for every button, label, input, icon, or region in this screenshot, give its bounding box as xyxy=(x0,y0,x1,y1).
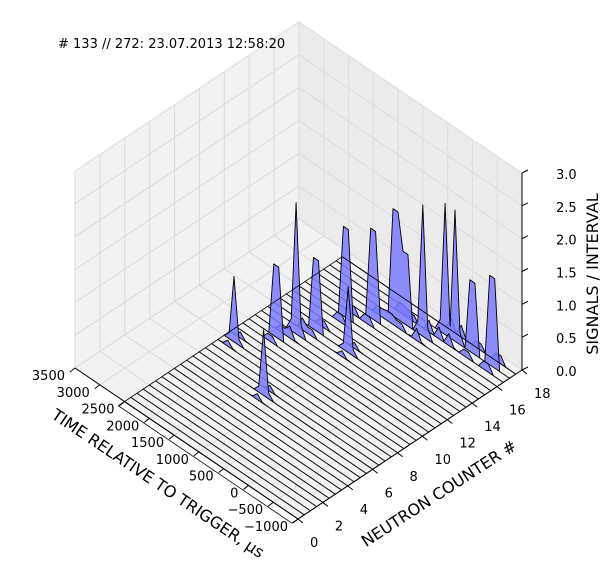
x-tick-label: 3000 xyxy=(57,386,90,401)
y-tick-mark xyxy=(447,419,453,425)
surface-ribbon xyxy=(180,363,355,483)
surface-ribbon xyxy=(292,289,467,408)
surface-ribbon xyxy=(223,275,399,454)
surface-ribbon xyxy=(229,330,405,450)
z-tick-mark xyxy=(521,169,529,174)
surface-ribbon xyxy=(211,343,386,462)
surface-ribbon xyxy=(136,392,311,512)
surface-ribbon xyxy=(192,355,367,474)
surface-ribbon xyxy=(323,204,498,388)
z-tick-mark xyxy=(521,235,529,240)
x-tick-mark xyxy=(168,434,175,440)
y-axis-line xyxy=(297,369,523,520)
x-axis-line xyxy=(74,367,299,520)
y-tick-mark xyxy=(422,435,428,441)
y-tick-label: 8 xyxy=(410,470,418,485)
x-tick-label: 1000 xyxy=(156,453,189,468)
surface-ribbon xyxy=(204,347,380,466)
y-tick-mark xyxy=(521,369,528,375)
z-grid-line xyxy=(74,152,523,305)
surface-ribbon xyxy=(248,263,423,437)
z-grid-line xyxy=(74,87,523,240)
z-tick-mark xyxy=(521,202,529,207)
y-tick-label: 6 xyxy=(385,486,393,501)
surface-ribbon xyxy=(130,396,305,516)
z-tick-label: 2.0 xyxy=(556,234,577,249)
surface-ribbon xyxy=(167,372,343,491)
surface-ribbon xyxy=(161,376,336,495)
x-tick-mark xyxy=(144,417,150,423)
z-tick-label: 3.0 xyxy=(556,168,577,183)
x-tick-label: 2500 xyxy=(81,403,114,418)
surface-ribbon xyxy=(298,225,473,404)
surface-ribbon xyxy=(173,367,349,487)
y-tick-label: 10 xyxy=(434,453,451,468)
z-tick-label: 0.5 xyxy=(556,332,577,347)
surface-ribbon xyxy=(186,359,361,479)
surface-ribbon xyxy=(242,322,417,441)
x-tick-label: −1000 xyxy=(244,520,288,535)
z-tick-label: 1.0 xyxy=(556,299,577,314)
y-tick-mark xyxy=(397,452,403,458)
z-tick-mark xyxy=(521,333,529,338)
y-tick-label: 14 xyxy=(484,420,501,435)
z-tick-label: 2.5 xyxy=(556,201,577,216)
z-grid-line xyxy=(74,21,523,174)
y-tick-mark xyxy=(322,502,329,507)
y-tick-mark xyxy=(496,386,503,391)
surface-ribbon xyxy=(198,329,374,470)
surface-ribbon xyxy=(260,202,436,429)
x-tick-mark xyxy=(119,401,125,406)
x-tick-mark xyxy=(193,451,200,457)
surface-ribbon xyxy=(254,314,430,433)
z-grid-line xyxy=(74,119,523,272)
y-tick-mark xyxy=(297,518,304,524)
z-tick-label: 0.0 xyxy=(556,365,577,380)
y-tick-mark xyxy=(372,468,378,474)
x-tick-label: 500 xyxy=(189,470,214,485)
surface-ribbon xyxy=(155,380,330,499)
z-tick-mark xyxy=(521,300,529,305)
y-tick-mark xyxy=(471,402,478,408)
x-tick-label: −500 xyxy=(228,503,264,518)
x-tick-mark xyxy=(267,501,274,507)
y-tick-label: 16 xyxy=(509,404,526,419)
z-axis-label: SIGNALS / INTERVAL xyxy=(583,193,602,355)
x-tick-label: 1500 xyxy=(131,436,164,451)
y-tick-mark xyxy=(347,485,354,491)
z-tick-mark xyxy=(521,366,529,371)
x-tick-label: 2000 xyxy=(106,419,139,434)
y-tick-label: 12 xyxy=(459,437,476,452)
x-tick-mark xyxy=(218,468,224,474)
x-tick-mark xyxy=(292,518,299,524)
y-tick-label: 2 xyxy=(335,519,343,534)
z-tick-label: 1.5 xyxy=(556,267,577,282)
z-tick-mark xyxy=(521,268,529,272)
x-tick-mark xyxy=(243,485,249,490)
x-tick-label: 3500 xyxy=(32,369,65,384)
surface-ribbon xyxy=(236,326,411,445)
chart-title: # 133 // 272: 23.07.2013 12:58:20 xyxy=(58,37,285,52)
x-tick-label: 0 xyxy=(230,486,238,501)
z-grid-line xyxy=(74,54,523,207)
surface-ribbon xyxy=(148,384,324,503)
y-tick-label: 4 xyxy=(360,503,368,518)
x-tick-mark xyxy=(94,384,101,390)
y-tick-label: 0 xyxy=(310,536,318,551)
x-tick-mark xyxy=(69,367,76,373)
surface-ribbon xyxy=(142,388,318,508)
y-tick-label: 18 xyxy=(534,387,551,402)
